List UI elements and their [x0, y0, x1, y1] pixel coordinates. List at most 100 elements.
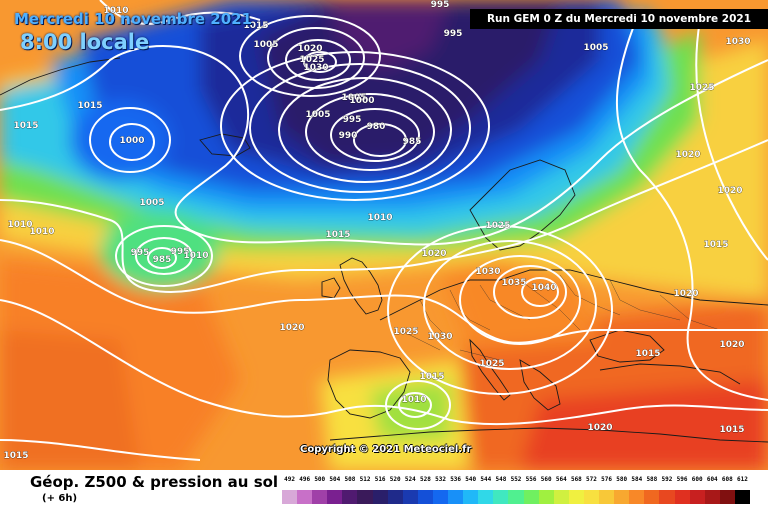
legend-swatch — [357, 490, 374, 504]
isobar-label: 1010 — [7, 220, 32, 230]
isobar-label: 1010 — [367, 213, 392, 223]
isobar-label: 980 — [367, 122, 386, 132]
legend-value: 560 — [540, 476, 552, 483]
isobar-label: 1020 — [587, 423, 612, 433]
legend-value: 500 — [314, 476, 326, 483]
legend-value: 568 — [570, 476, 582, 483]
coastlines-outline — [0, 57, 768, 443]
model-run-label: Run GEM 0 Z du Mercredi 10 novembre 2021 — [470, 9, 768, 29]
map-title: Géop. Z500 & pression au sol — [30, 473, 279, 491]
legend-swatch — [432, 490, 449, 504]
forecast-time: 8:00 locale — [20, 30, 150, 54]
isobar-label: 1015 — [325, 230, 350, 240]
legend-value: 584 — [631, 476, 643, 483]
legend-value: 544 — [480, 476, 492, 483]
legend-swatch — [402, 490, 419, 504]
isobar-label: 1005 — [139, 198, 164, 208]
legend-swatch — [478, 490, 494, 504]
legend-swatch — [493, 490, 509, 504]
legend-value: 588 — [646, 476, 658, 483]
legend-swatch — [583, 490, 600, 504]
legend-value: 536 — [450, 476, 462, 483]
isobar-label: 1010 — [401, 395, 426, 405]
isobar-label: 1015 — [77, 101, 102, 111]
legend-swatch — [568, 490, 585, 504]
legend-value: 532 — [435, 476, 446, 483]
isobar-label: 1000 — [349, 96, 374, 106]
legend-swatch — [689, 490, 706, 504]
legend-swatch — [659, 490, 675, 504]
legend-value: 504 — [329, 476, 341, 483]
map-subtitle: (+ 6h) — [42, 493, 78, 504]
legend-swatch — [523, 490, 540, 504]
isobar-label: 1000 — [119, 136, 144, 146]
legend-value: 540 — [465, 476, 477, 483]
legend-value: 496 — [299, 476, 311, 483]
legend-value: 576 — [601, 476, 612, 483]
legend-swatch — [599, 490, 615, 504]
legend-value: 572 — [586, 476, 597, 483]
isobar-label: 985 — [153, 255, 172, 265]
legend-swatch — [704, 490, 721, 504]
isobar-label: 1005 — [341, 93, 366, 103]
isobar-label: 1025 — [689, 83, 714, 93]
isobar-label: 1015 — [243, 21, 268, 31]
legend-value: 592 — [661, 476, 673, 483]
legend-value: 492 — [284, 476, 295, 483]
legend-swatch — [734, 490, 751, 504]
legend-swatches — [282, 490, 751, 504]
isobar-label: 1015 — [703, 240, 728, 250]
legend-swatch — [538, 490, 555, 504]
isobar-label: 1005 — [253, 40, 278, 50]
isobar-label: 1030 — [427, 332, 452, 342]
legend-swatch — [327, 490, 343, 504]
isobar-label: 995 — [171, 247, 190, 257]
legend-value: 604 — [706, 476, 718, 483]
legend-swatch — [448, 490, 464, 504]
isobar-label: 1020 — [421, 249, 446, 259]
isobar-label: 1030 — [475, 267, 500, 277]
legend-swatch — [312, 490, 328, 504]
isobar-label: 995 — [431, 0, 450, 10]
isobar-label: 1020 — [675, 150, 700, 160]
isobar-label: 1020 — [673, 289, 698, 299]
country-borders — [399, 274, 768, 361]
legend-value: 552 — [510, 476, 522, 483]
legend-value: 548 — [495, 476, 507, 483]
legend-swatch — [297, 490, 313, 504]
isobar-label: 1010 — [103, 6, 128, 16]
legend-swatch — [719, 490, 736, 504]
isobar-label: 990 — [339, 131, 358, 141]
isobar-label: 1010 — [29, 227, 54, 237]
copyright-notice: Copyright © 2021 Meteociel.fr — [300, 444, 472, 455]
legend-swatch — [674, 490, 691, 504]
legend-value: 580 — [616, 476, 628, 483]
legend-value: 524 — [404, 476, 416, 483]
isobar-label: 1025 — [393, 327, 418, 337]
legend-swatch — [387, 490, 404, 504]
isobar-label: 1025 — [485, 221, 510, 231]
isobar-label: 1005 — [305, 110, 330, 120]
legend-value: 516 — [374, 476, 386, 483]
isobar-label: 1010 — [183, 251, 208, 261]
legend-swatch — [508, 490, 525, 504]
legend-swatch — [629, 490, 645, 504]
legend-value: 528 — [419, 476, 431, 483]
isobar-label: 995 — [444, 29, 463, 39]
isobar-label: 1005 — [583, 43, 608, 53]
isobar-label: 1020 — [279, 323, 304, 333]
legend-value: 608 — [721, 476, 733, 483]
isobar-label: 995 — [131, 248, 150, 258]
legend-swatch — [553, 490, 570, 504]
legend-value: 564 — [555, 476, 567, 483]
isobar-label: 1030 — [725, 37, 750, 47]
legend-value: 600 — [691, 476, 703, 483]
isobar-label: 985 — [403, 137, 422, 147]
legend-swatch — [342, 490, 358, 504]
legend-labels: 492 496 500 504 508 512 516 520 524 528 532 536 540 5… — [282, 476, 750, 488]
isobar-label: 1015 — [13, 121, 38, 131]
isobar-labels: 1010 1015 1005 1020 1025 1030 995 995 1005 1030 10… — [3, 0, 751, 461]
legend-value: 612 — [737, 476, 748, 483]
legend-value: 556 — [525, 476, 537, 483]
isobar-label: 1025 — [479, 359, 504, 369]
